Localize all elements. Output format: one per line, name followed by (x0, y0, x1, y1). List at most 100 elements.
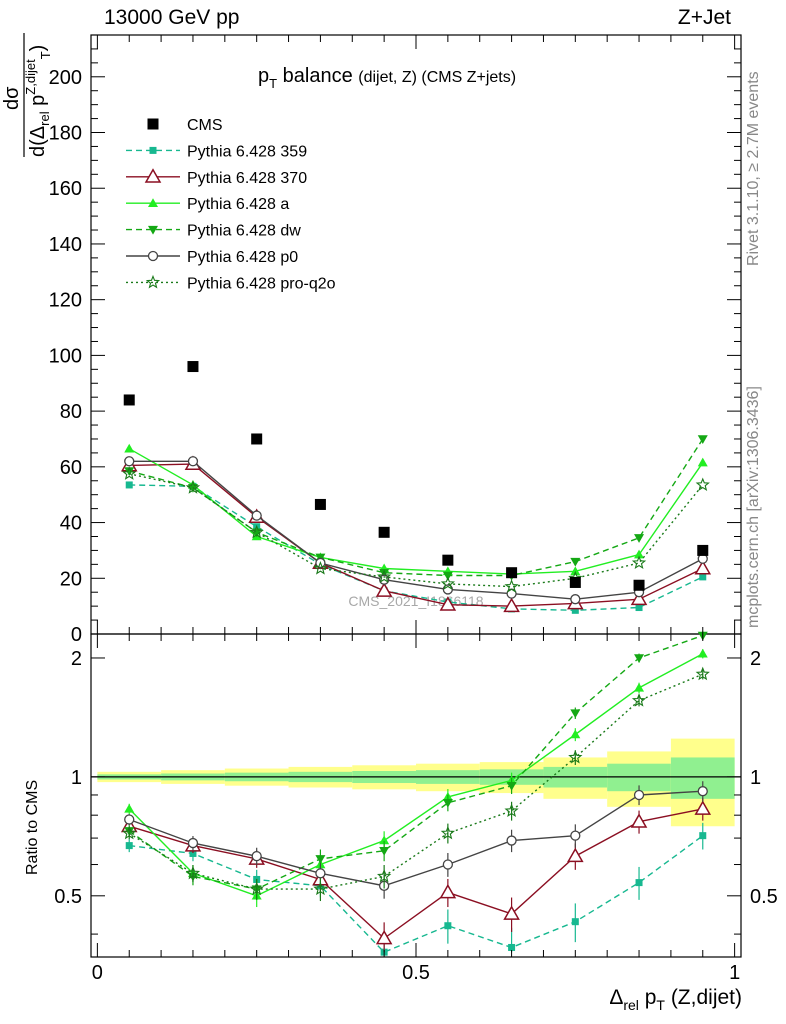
series-3-point (570, 557, 581, 567)
ratio-y-tick-label-right: 2 (750, 648, 761, 670)
ratio-panel (90, 631, 742, 958)
cms-data-point (378, 526, 390, 538)
series-0-point (635, 604, 643, 612)
series-1-point (439, 596, 457, 611)
ratio-y-tick-label-right: 0.5 (750, 886, 778, 908)
x-tick-label: 0.5 (402, 962, 430, 984)
series-4-ratio-point (697, 786, 708, 797)
series-5-point (313, 561, 328, 575)
legend: CMS Pythia 6.428 359 Pythia 6.428 370 Pythi… (126, 117, 336, 292)
series-4-ratio-point (124, 814, 135, 825)
series-4-ratio-point (506, 835, 517, 846)
series-0-ratio-point (699, 832, 707, 840)
series-1-ratio-point (630, 813, 648, 828)
series-1-point (694, 560, 712, 575)
legend-marker-0 (147, 118, 159, 130)
series-4-line (129, 460, 704, 600)
legend-marker-3 (148, 198, 158, 207)
y-tick-label: 140 (49, 234, 82, 256)
y-tick-label: 60 (60, 457, 82, 479)
series-0-point (571, 606, 579, 614)
series-2-ratio-point (570, 729, 581, 739)
legend-marker-6 (145, 274, 161, 289)
y-tick-label: 120 (49, 290, 82, 312)
series-5-ratio-point (440, 825, 456, 840)
series-4-ratio-point (442, 859, 454, 870)
cms-data-point (187, 361, 199, 373)
series-2-point (124, 443, 135, 453)
y-tick-label: 160 (49, 178, 82, 200)
series-2-ratio-point (124, 803, 135, 813)
series-0-point (699, 573, 707, 581)
series-2-ratio-point (379, 835, 390, 845)
series-0-ratio-point (508, 943, 516, 951)
series-4-ratio-point (633, 789, 645, 801)
series-5-ratio-point (313, 881, 328, 896)
series-2-point (634, 549, 645, 559)
series-3-ratio-line (128, 634, 704, 890)
series-5-point (376, 569, 392, 583)
series-5-ratio-point (376, 868, 392, 883)
legend-label-4: Pythia 6.428 dw (187, 223, 301, 240)
cms-data-point (442, 554, 454, 566)
legend-label-0: CMS (187, 117, 223, 134)
legend-label-3: Pythia 6.428 a (187, 196, 289, 213)
ratio-y-tick-label-right: 1 (750, 767, 761, 789)
series-3-line (129, 438, 704, 577)
series-4-ratio-point (570, 830, 581, 841)
series-2-point (570, 566, 581, 576)
series-5-ratio-point (122, 825, 137, 840)
series-4-ratio-point (187, 837, 199, 849)
chart-title: pT balance (dijet, Z) (CMS Z+jets) (258, 65, 516, 91)
x-axis-label: Δrel pT (Z,dijet) (609, 986, 742, 1013)
series-1-point (503, 597, 520, 613)
series-3-point (379, 568, 390, 578)
y-tick-label: 200 (49, 67, 82, 89)
series-3-ratio-point (379, 847, 390, 856)
cms-data-point (251, 433, 263, 445)
series-0-ratio-line (129, 835, 704, 954)
series-1-point (630, 590, 648, 606)
series-0-ratio-point (444, 922, 452, 930)
series-0-line (129, 484, 704, 612)
series-3-ratio-point (442, 799, 453, 808)
series-5-point (440, 576, 456, 590)
series-5-point (122, 466, 137, 480)
y-tick-label: 100 (49, 345, 82, 367)
series-2-point (697, 457, 708, 467)
main-panel: CMS_2021_I1866118 pT balance (dijet, Z) (… (90, 34, 742, 635)
series-2-ratio-line (128, 653, 704, 897)
series-5-point (631, 555, 647, 570)
series-0-ratio-point (635, 879, 643, 887)
x-tick-label: 1 (729, 962, 740, 984)
series-5-ratio-point (249, 881, 264, 896)
legend-label-1: Pythia 6.428 359 (187, 143, 307, 160)
series-5-point (249, 524, 264, 539)
series-5-point (185, 480, 201, 494)
cms-data-point (123, 394, 135, 406)
legend-label-2: Pythia 6.428 370 (187, 170, 307, 187)
cms-data-point (569, 576, 581, 588)
cms-data-point (633, 579, 645, 591)
series-0-ratio-point (189, 849, 197, 857)
legend-marker-1 (149, 146, 157, 154)
ratio-y-axis-label: Ratio to CMS (24, 780, 41, 875)
legend-label-5: Pythia 6.428 p0 (187, 249, 298, 266)
ratio-y-tick-label: 2 (71, 648, 82, 670)
ratio-y-tick-label: 1 (71, 767, 82, 789)
series-1-line (129, 463, 704, 607)
series-5-ratio-point (185, 865, 201, 880)
series-5-ratio-point (568, 749, 583, 764)
ratio-y-tick-label: 0.5 (54, 886, 82, 908)
series-5-ratio-point (504, 803, 519, 818)
y-tick-label: 40 (60, 513, 82, 535)
y-tick-label: 80 (60, 401, 82, 423)
series-2-ratio-point (697, 648, 708, 658)
series-1-point (375, 582, 393, 597)
series-4-point (124, 456, 135, 467)
series-3-point (697, 435, 708, 444)
cms-data-point (506, 567, 518, 579)
legend-marker-5 (147, 250, 159, 262)
header-process: 13000 GeV pp (104, 6, 240, 29)
